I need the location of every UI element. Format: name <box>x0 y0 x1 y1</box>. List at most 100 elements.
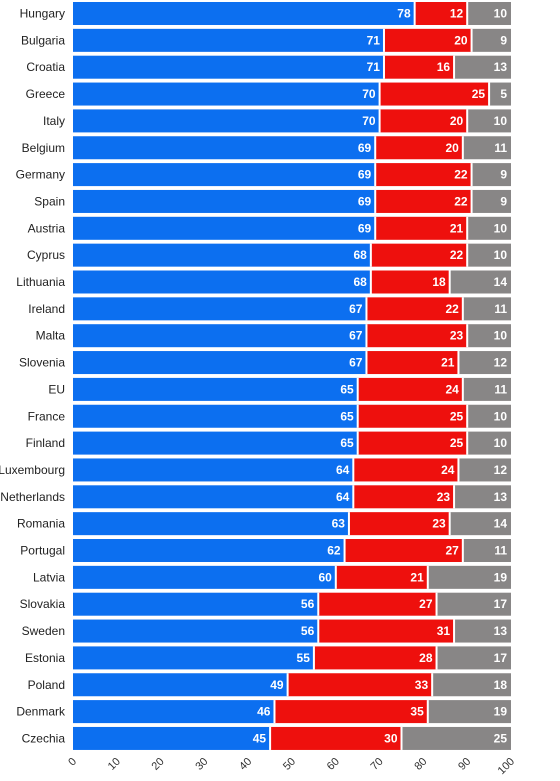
value-label: 9 <box>500 168 507 182</box>
bar-segment <box>375 216 468 240</box>
segment-separator <box>461 297 464 321</box>
bar-segment <box>73 2 415 25</box>
bar-segment <box>471 28 511 52</box>
value-label: 14 <box>494 275 508 289</box>
bar-segment <box>353 458 459 482</box>
value-label: 68 <box>353 248 367 262</box>
segment-separator <box>466 243 469 267</box>
value-label: 11 <box>494 302 507 316</box>
value-label: 19 <box>494 705 508 719</box>
category-label: Czechia <box>22 731 66 745</box>
segment-separator <box>470 28 473 52</box>
segment-separator <box>435 592 438 616</box>
bar-segment <box>73 431 358 455</box>
value-label: 65 <box>340 436 354 450</box>
bar-segment <box>287 673 433 697</box>
segment-separator <box>466 216 469 240</box>
bar-segment <box>462 377 511 401</box>
segment-separator <box>317 619 320 643</box>
bar-segment <box>318 592 437 616</box>
value-label: 35 <box>410 705 424 719</box>
category-label: Malta <box>36 329 66 343</box>
category-label: Italy <box>43 114 65 128</box>
bar-segment <box>73 700 275 724</box>
value-label: 71 <box>367 33 381 47</box>
bar-segment <box>467 216 511 240</box>
segment-separator <box>317 592 320 616</box>
bar-segment <box>73 377 358 401</box>
value-label: 16 <box>437 60 451 74</box>
segment-separator <box>352 485 355 509</box>
segment-separator <box>435 646 438 670</box>
value-label: 28 <box>419 651 433 665</box>
category-label: Romania <box>17 517 65 531</box>
bar-segment <box>467 109 511 133</box>
value-label: 11 <box>494 382 507 396</box>
category-label: Germany <box>16 168 65 182</box>
bar-segment <box>383 55 455 79</box>
bar-segment <box>370 270 450 294</box>
bar-segment <box>375 163 472 187</box>
bar-segment <box>73 646 314 670</box>
segment-separator <box>374 189 377 213</box>
value-label: 5 <box>500 87 507 101</box>
value-label: 10 <box>494 221 508 235</box>
x-tick-label: 100 <box>496 756 517 777</box>
value-label: 67 <box>349 329 363 343</box>
category-label: Slovenia <box>19 356 65 370</box>
value-label: 67 <box>349 302 363 316</box>
value-label: 25 <box>450 436 464 450</box>
segment-separator <box>466 109 469 133</box>
bar-segment <box>427 565 511 589</box>
value-label: 17 <box>494 651 508 665</box>
value-label: 20 <box>445 141 459 155</box>
bar-segment <box>366 297 463 321</box>
value-label: 56 <box>301 624 315 638</box>
bar-segment <box>467 243 511 267</box>
segment-separator <box>453 55 456 79</box>
segment-separator <box>374 163 377 187</box>
value-label: 12 <box>494 463 508 477</box>
value-labels: 78 12 10 71 20 9 71 16 13 70 25 5 70 20 10 69 20 11 69 22 9 6… <box>253 7 508 746</box>
value-label: 45 <box>253 731 267 745</box>
category-label: Bulgaria <box>21 33 65 47</box>
value-label: 27 <box>445 544 459 558</box>
bar-segment <box>73 136 376 160</box>
segment-separator <box>453 619 456 643</box>
bar-segment <box>357 431 468 455</box>
segment-separator <box>448 512 451 536</box>
bar-segment <box>379 82 490 106</box>
category-labels: Hungary Bulgaria Croatia Greece Italy Belgium… <box>0 7 66 746</box>
value-label: 55 <box>297 651 311 665</box>
segment-separator <box>448 270 451 294</box>
x-tick-label: 10 <box>106 756 123 773</box>
value-label: 69 <box>358 141 372 155</box>
bar-segment <box>73 404 358 428</box>
bar-segment <box>489 82 511 106</box>
bar-segment <box>366 351 459 375</box>
value-label: 49 <box>270 678 284 692</box>
segment-separator <box>356 431 359 455</box>
value-label: 69 <box>358 194 372 208</box>
segment-separator <box>312 646 315 670</box>
bar-segment <box>348 512 450 536</box>
category-label: Poland <box>28 678 65 692</box>
value-label: 56 <box>301 597 315 611</box>
bar-segment <box>462 539 511 562</box>
value-label: 25 <box>450 409 464 423</box>
value-label: 17 <box>494 597 508 611</box>
bar-segment <box>458 351 511 375</box>
bar-segment <box>462 136 511 160</box>
category-label: Greece <box>26 87 66 101</box>
category-label: Croatia <box>26 60 65 74</box>
bar-segment <box>467 324 511 348</box>
category-label: Austria <box>28 221 66 235</box>
value-label: 64 <box>336 490 350 504</box>
category-label: Latvia <box>33 570 65 584</box>
segment-separator <box>374 136 377 160</box>
value-label: 23 <box>437 490 451 504</box>
category-label: Belgium <box>22 141 65 155</box>
segment-separator <box>352 458 355 482</box>
value-label: 9 <box>500 194 507 208</box>
x-tick-label: 80 <box>412 756 429 773</box>
